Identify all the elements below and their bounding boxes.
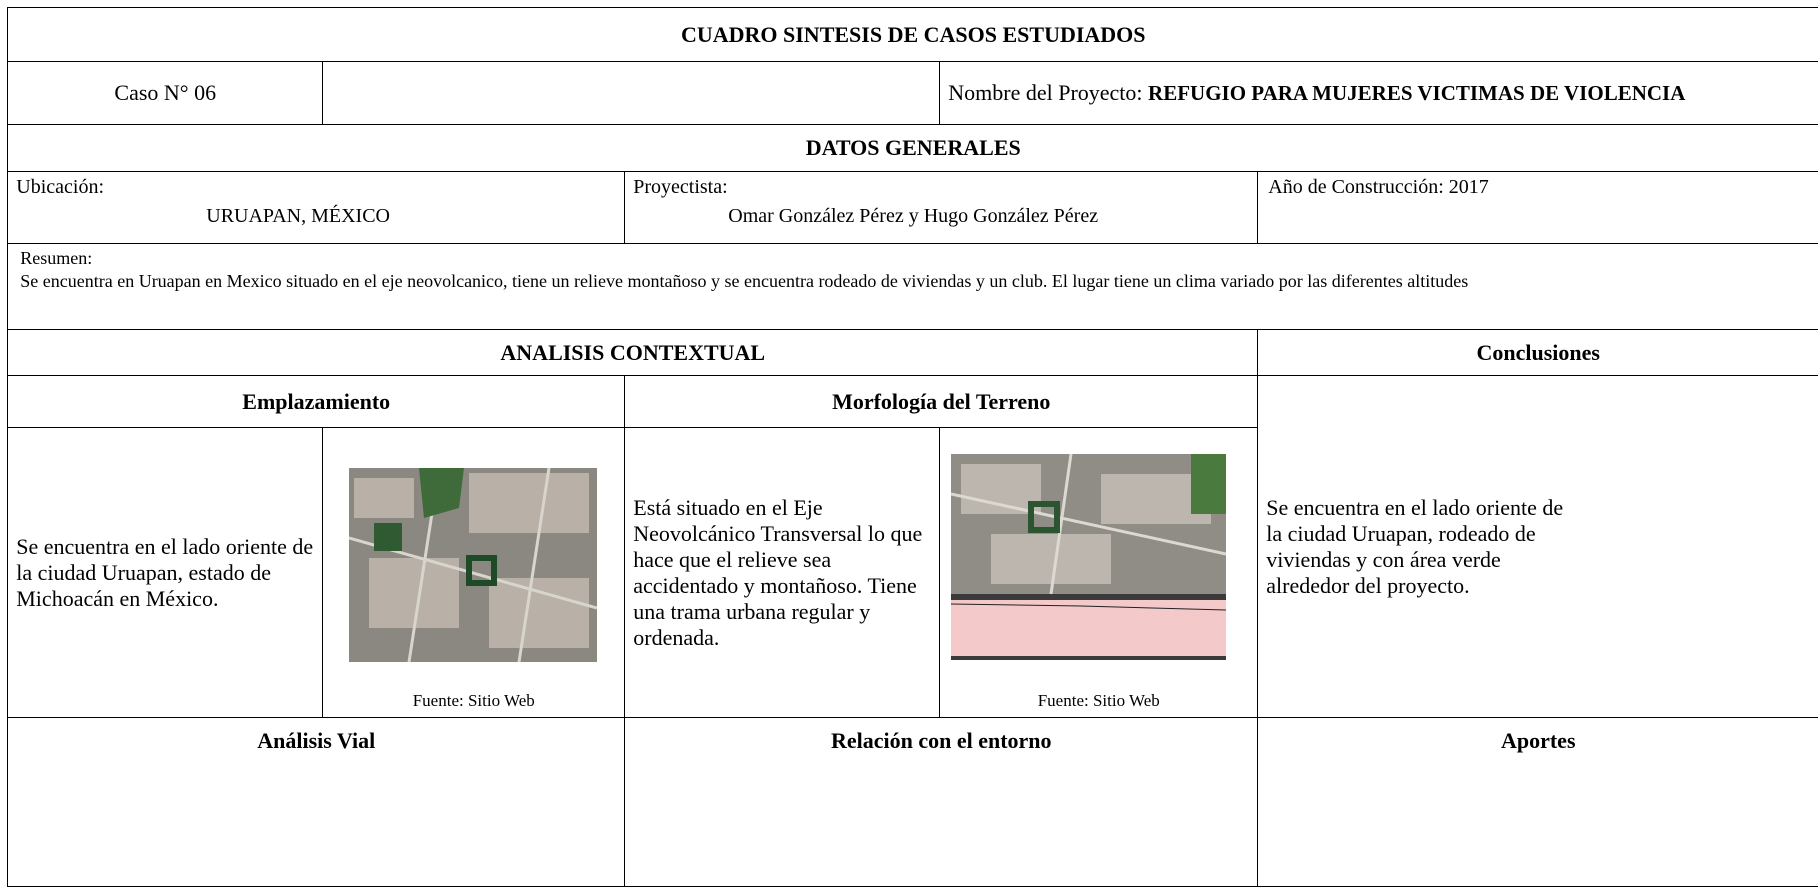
title-cell: CUADRO SINTESIS DE CASOS ESTUDIADOS bbox=[7, 7, 1818, 63]
subsection-header: Aportes bbox=[1257, 717, 1818, 887]
image-cell: Fuente: Sitio Web bbox=[322, 427, 626, 719]
subsection-header: Relación con el entorno bbox=[624, 717, 1259, 887]
text: Se encuentra en el lado oriente de la ci… bbox=[16, 533, 314, 611]
empty-cell bbox=[322, 61, 941, 126]
text: CUADRO SINTESIS DE CASOS ESTUDIADOS bbox=[680, 21, 1146, 47]
subsection-header: Morfología del Terreno bbox=[624, 375, 1259, 429]
subsection-header: Emplazamiento bbox=[7, 375, 626, 429]
text: Emplazamiento bbox=[242, 388, 391, 414]
text: Caso N° 06 bbox=[114, 80, 217, 106]
text: REFUGIO PARA MUJERES VICTIMAS DE VIOLENC… bbox=[1148, 81, 1686, 106]
section-header: ANALISIS CONTEXTUAL bbox=[7, 329, 1259, 377]
terrain-image bbox=[951, 454, 1227, 661]
subsection-header: Análisis Vial bbox=[7, 717, 626, 887]
text-cell: Se encuentra en el lado oriente de la ci… bbox=[7, 427, 324, 719]
source: Fuente: Sitio Web bbox=[1037, 691, 1160, 711]
case-cell: Caso N° 06 bbox=[7, 61, 324, 126]
section-header: Conclusiones bbox=[1257, 329, 1818, 377]
text: DATOS GENERALES bbox=[805, 135, 1021, 161]
text-cell: Se encuentra en el lado oriente de la ci… bbox=[1257, 375, 1818, 719]
text: URUAPAN, MÉXICO bbox=[206, 205, 390, 228]
text: Está situado en el Eje Neovolcánico Tran… bbox=[633, 494, 923, 650]
aerial-image bbox=[349, 468, 598, 663]
location-cell: Ubicación: URUAPAN, MÉXICO bbox=[7, 171, 626, 245]
text: Resumen: bbox=[20, 248, 93, 269]
text: Morfología del Terreno bbox=[832, 388, 1051, 414]
summary-cell: Resumen: Se encuentra en Uruapan en Mexic… bbox=[7, 243, 1818, 331]
text: Nombre del Proyecto: bbox=[948, 80, 1143, 106]
text: Ubicación: bbox=[16, 176, 104, 199]
text: Relación con el entorno bbox=[830, 728, 1052, 754]
text: Omar González Pérez y Hugo González Pére… bbox=[728, 205, 1099, 228]
section-header: DATOS GENERALES bbox=[7, 124, 1818, 173]
year-cell: Año de Construcción: 2017 bbox=[1257, 171, 1818, 245]
text: Año de Construcción: 2017 bbox=[1268, 176, 1489, 199]
designer-cell: Proyectista: Omar González Pérez y Hugo G… bbox=[624, 171, 1259, 245]
text: Aportes bbox=[1500, 728, 1576, 754]
text: ANALISIS CONTEXTUAL bbox=[500, 339, 766, 365]
text: Se encuentra en Uruapan en Mexico situad… bbox=[20, 271, 1469, 292]
source: Fuente: Sitio Web bbox=[412, 691, 535, 711]
text: Proyectista: bbox=[633, 176, 728, 199]
text: Se encuentra en el lado oriente de la ci… bbox=[1266, 494, 1564, 598]
image-cell: Fuente: Sitio Web bbox=[939, 427, 1259, 719]
project-cell: Nombre del Proyecto: REFUGIO PARA MUJERE… bbox=[939, 61, 1818, 126]
text: Análisis Vial bbox=[257, 728, 376, 754]
text: Conclusiones bbox=[1476, 339, 1600, 365]
text-cell: Está situado en el Eje Neovolcánico Tran… bbox=[624, 427, 941, 719]
